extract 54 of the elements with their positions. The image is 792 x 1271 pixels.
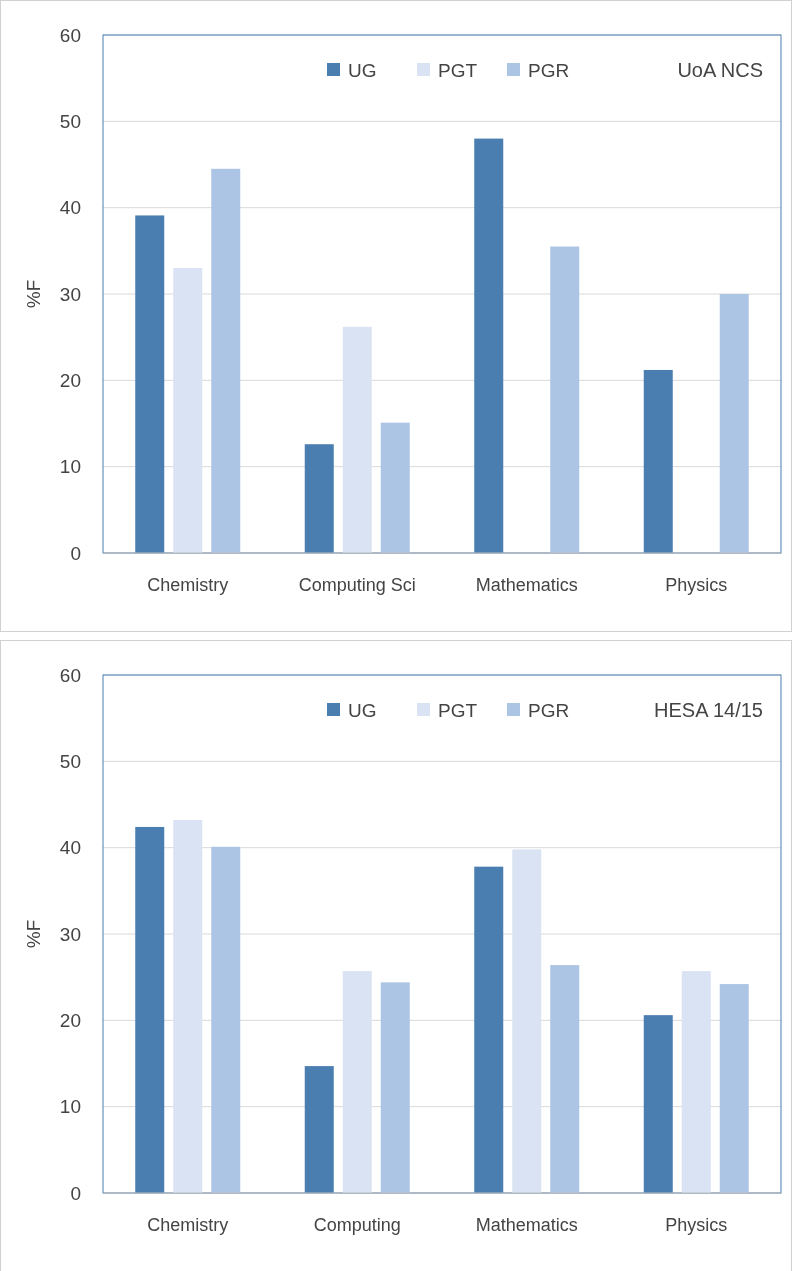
x-tick-label: Mathematics bbox=[475, 575, 578, 595]
legend-label: UG bbox=[348, 59, 377, 81]
y-tick-label: 10 bbox=[59, 1096, 81, 1118]
bar bbox=[550, 965, 580, 1193]
annotation: UoA NCS bbox=[677, 59, 763, 81]
legend-label: PGR bbox=[528, 59, 570, 81]
bar bbox=[719, 984, 749, 1193]
x-tick-label: Mathematics bbox=[475, 1215, 578, 1235]
y-tick-label: 30 bbox=[59, 923, 81, 945]
y-tick-label: 0 bbox=[70, 1182, 81, 1204]
x-tick-label: Computing bbox=[313, 1215, 401, 1235]
bar bbox=[304, 1066, 334, 1193]
bar bbox=[643, 369, 673, 553]
y-tick-label: 40 bbox=[59, 197, 81, 219]
y-tick-label: 60 bbox=[59, 664, 81, 686]
bar bbox=[380, 982, 410, 1193]
bar bbox=[342, 971, 372, 1193]
y-tick-label: 50 bbox=[59, 110, 81, 132]
y-tick-label: 0 bbox=[70, 542, 81, 564]
bar bbox=[342, 326, 372, 553]
bar bbox=[474, 866, 504, 1193]
x-tick-label: Chemistry bbox=[147, 575, 229, 595]
legend-label: UG bbox=[348, 699, 377, 721]
x-tick-label: Chemistry bbox=[147, 1215, 229, 1235]
y-axis-title: %F bbox=[23, 279, 44, 309]
x-tick-label: Physics bbox=[665, 575, 728, 595]
bar bbox=[550, 246, 580, 553]
y-tick-label: 30 bbox=[59, 283, 81, 305]
bar bbox=[211, 846, 241, 1193]
bar bbox=[681, 971, 711, 1193]
bar bbox=[304, 444, 334, 553]
bar bbox=[719, 294, 749, 553]
y-tick-label: 60 bbox=[59, 24, 81, 46]
legend-label: PGR bbox=[528, 699, 570, 721]
bar bbox=[135, 826, 165, 1193]
x-tick-label: Computing Sci bbox=[298, 575, 416, 595]
legend-label: PGT bbox=[438, 59, 478, 81]
bar bbox=[211, 168, 241, 553]
bar bbox=[135, 215, 165, 553]
y-tick-label: 50 bbox=[59, 750, 81, 772]
annotation: HESA 14/15 bbox=[654, 699, 763, 721]
bar bbox=[380, 422, 410, 553]
bar bbox=[643, 1015, 673, 1193]
bar bbox=[173, 268, 203, 553]
bar bbox=[512, 849, 542, 1193]
y-tick-label: 10 bbox=[59, 456, 81, 478]
legend-label: PGT bbox=[438, 699, 478, 721]
y-tick-label: 40 bbox=[59, 837, 81, 859]
y-axis-title: %F bbox=[23, 919, 44, 949]
x-tick-label: Physics bbox=[665, 1215, 728, 1235]
bar bbox=[474, 138, 504, 553]
bar bbox=[173, 820, 203, 1193]
y-tick-label: 20 bbox=[59, 369, 81, 391]
y-tick-label: 20 bbox=[59, 1009, 81, 1031]
